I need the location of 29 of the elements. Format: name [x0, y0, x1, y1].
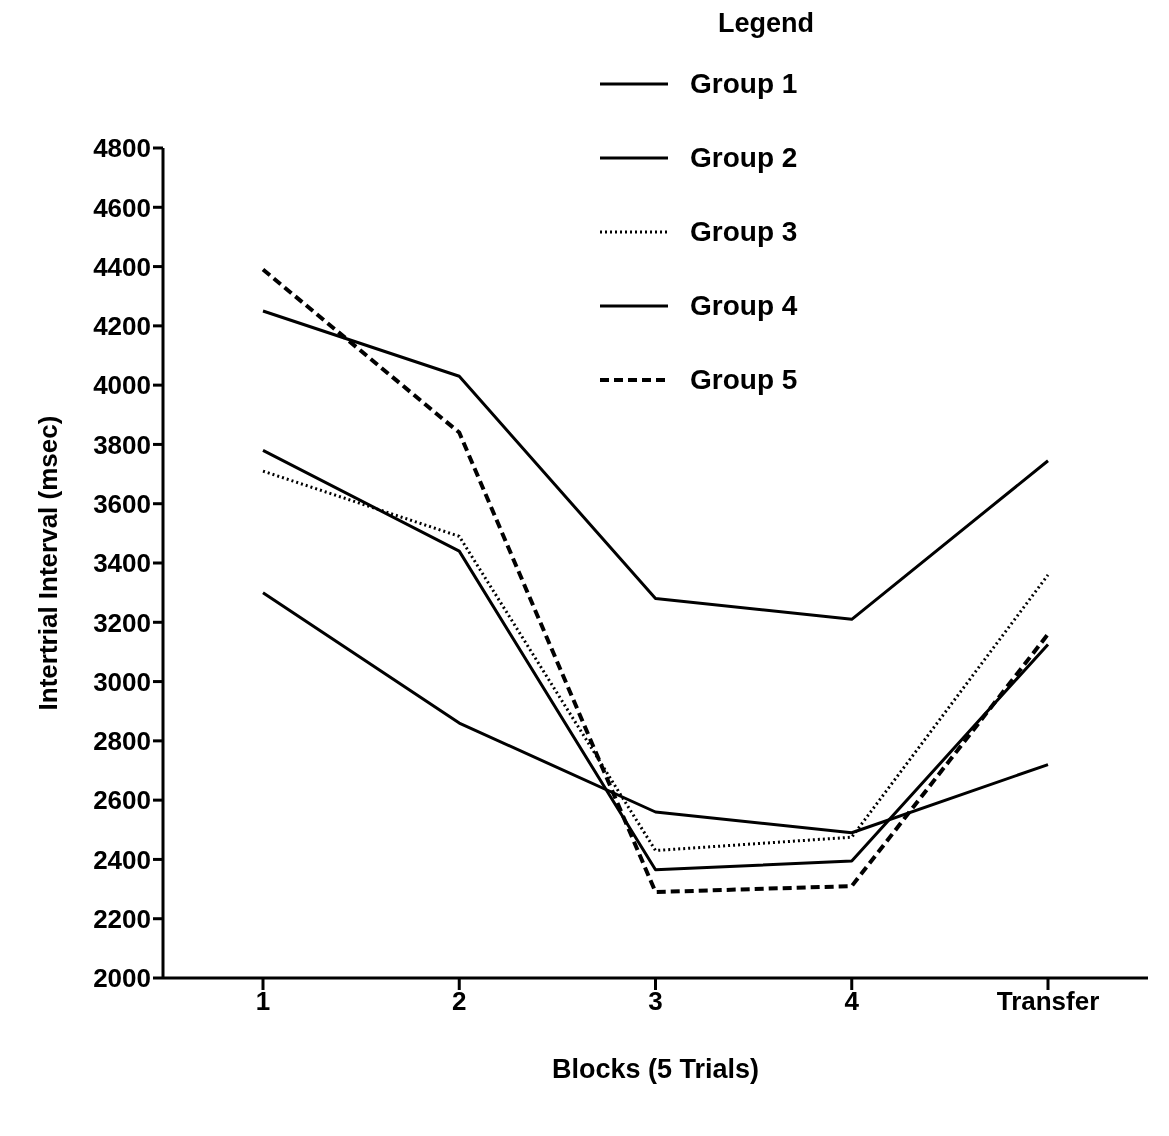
y-tick-label: 3000	[93, 666, 151, 697]
y-tick-label: 2800	[93, 726, 151, 757]
legend-label: Group 3	[690, 216, 798, 248]
x-axis-title: Blocks (5 Trials)	[551, 1054, 760, 1084]
y-tick-label: 2200	[93, 903, 151, 934]
legend-label: Group 4	[690, 290, 798, 322]
y-tick-label: 4400	[93, 251, 151, 282]
y-tick-label: 4800	[93, 133, 151, 164]
y-tick-label: 4600	[93, 192, 151, 223]
y-tick-label: 3200	[93, 607, 151, 638]
line-series	[261, 267, 1050, 895]
legend-label: Group 1	[690, 68, 798, 100]
y-tick-label: 4000	[93, 370, 151, 401]
y-axis-title: Intertrial Interval (msec)	[33, 415, 64, 711]
y-tick-label: 3600	[93, 488, 151, 519]
x-tick-label: Transfer	[996, 986, 1100, 1017]
legend-title: Legend	[718, 8, 815, 39]
legend-label: Group 2	[690, 142, 798, 174]
y-tick-label: 4200	[93, 311, 151, 342]
x-tick-label: 4	[844, 986, 860, 1017]
y-tick-label: 3400	[93, 548, 151, 579]
y-tick-label: 2000	[93, 963, 151, 994]
y-tick-label: 3800	[93, 429, 151, 460]
x-tick-label: 3	[648, 986, 663, 1017]
y-tick-label: 2400	[93, 844, 151, 875]
legend-label: Group 5	[690, 364, 798, 396]
y-tick-label: 2600	[93, 785, 151, 816]
x-tick-label: 2	[452, 986, 467, 1017]
x-tick-label: 1	[255, 986, 271, 1017]
